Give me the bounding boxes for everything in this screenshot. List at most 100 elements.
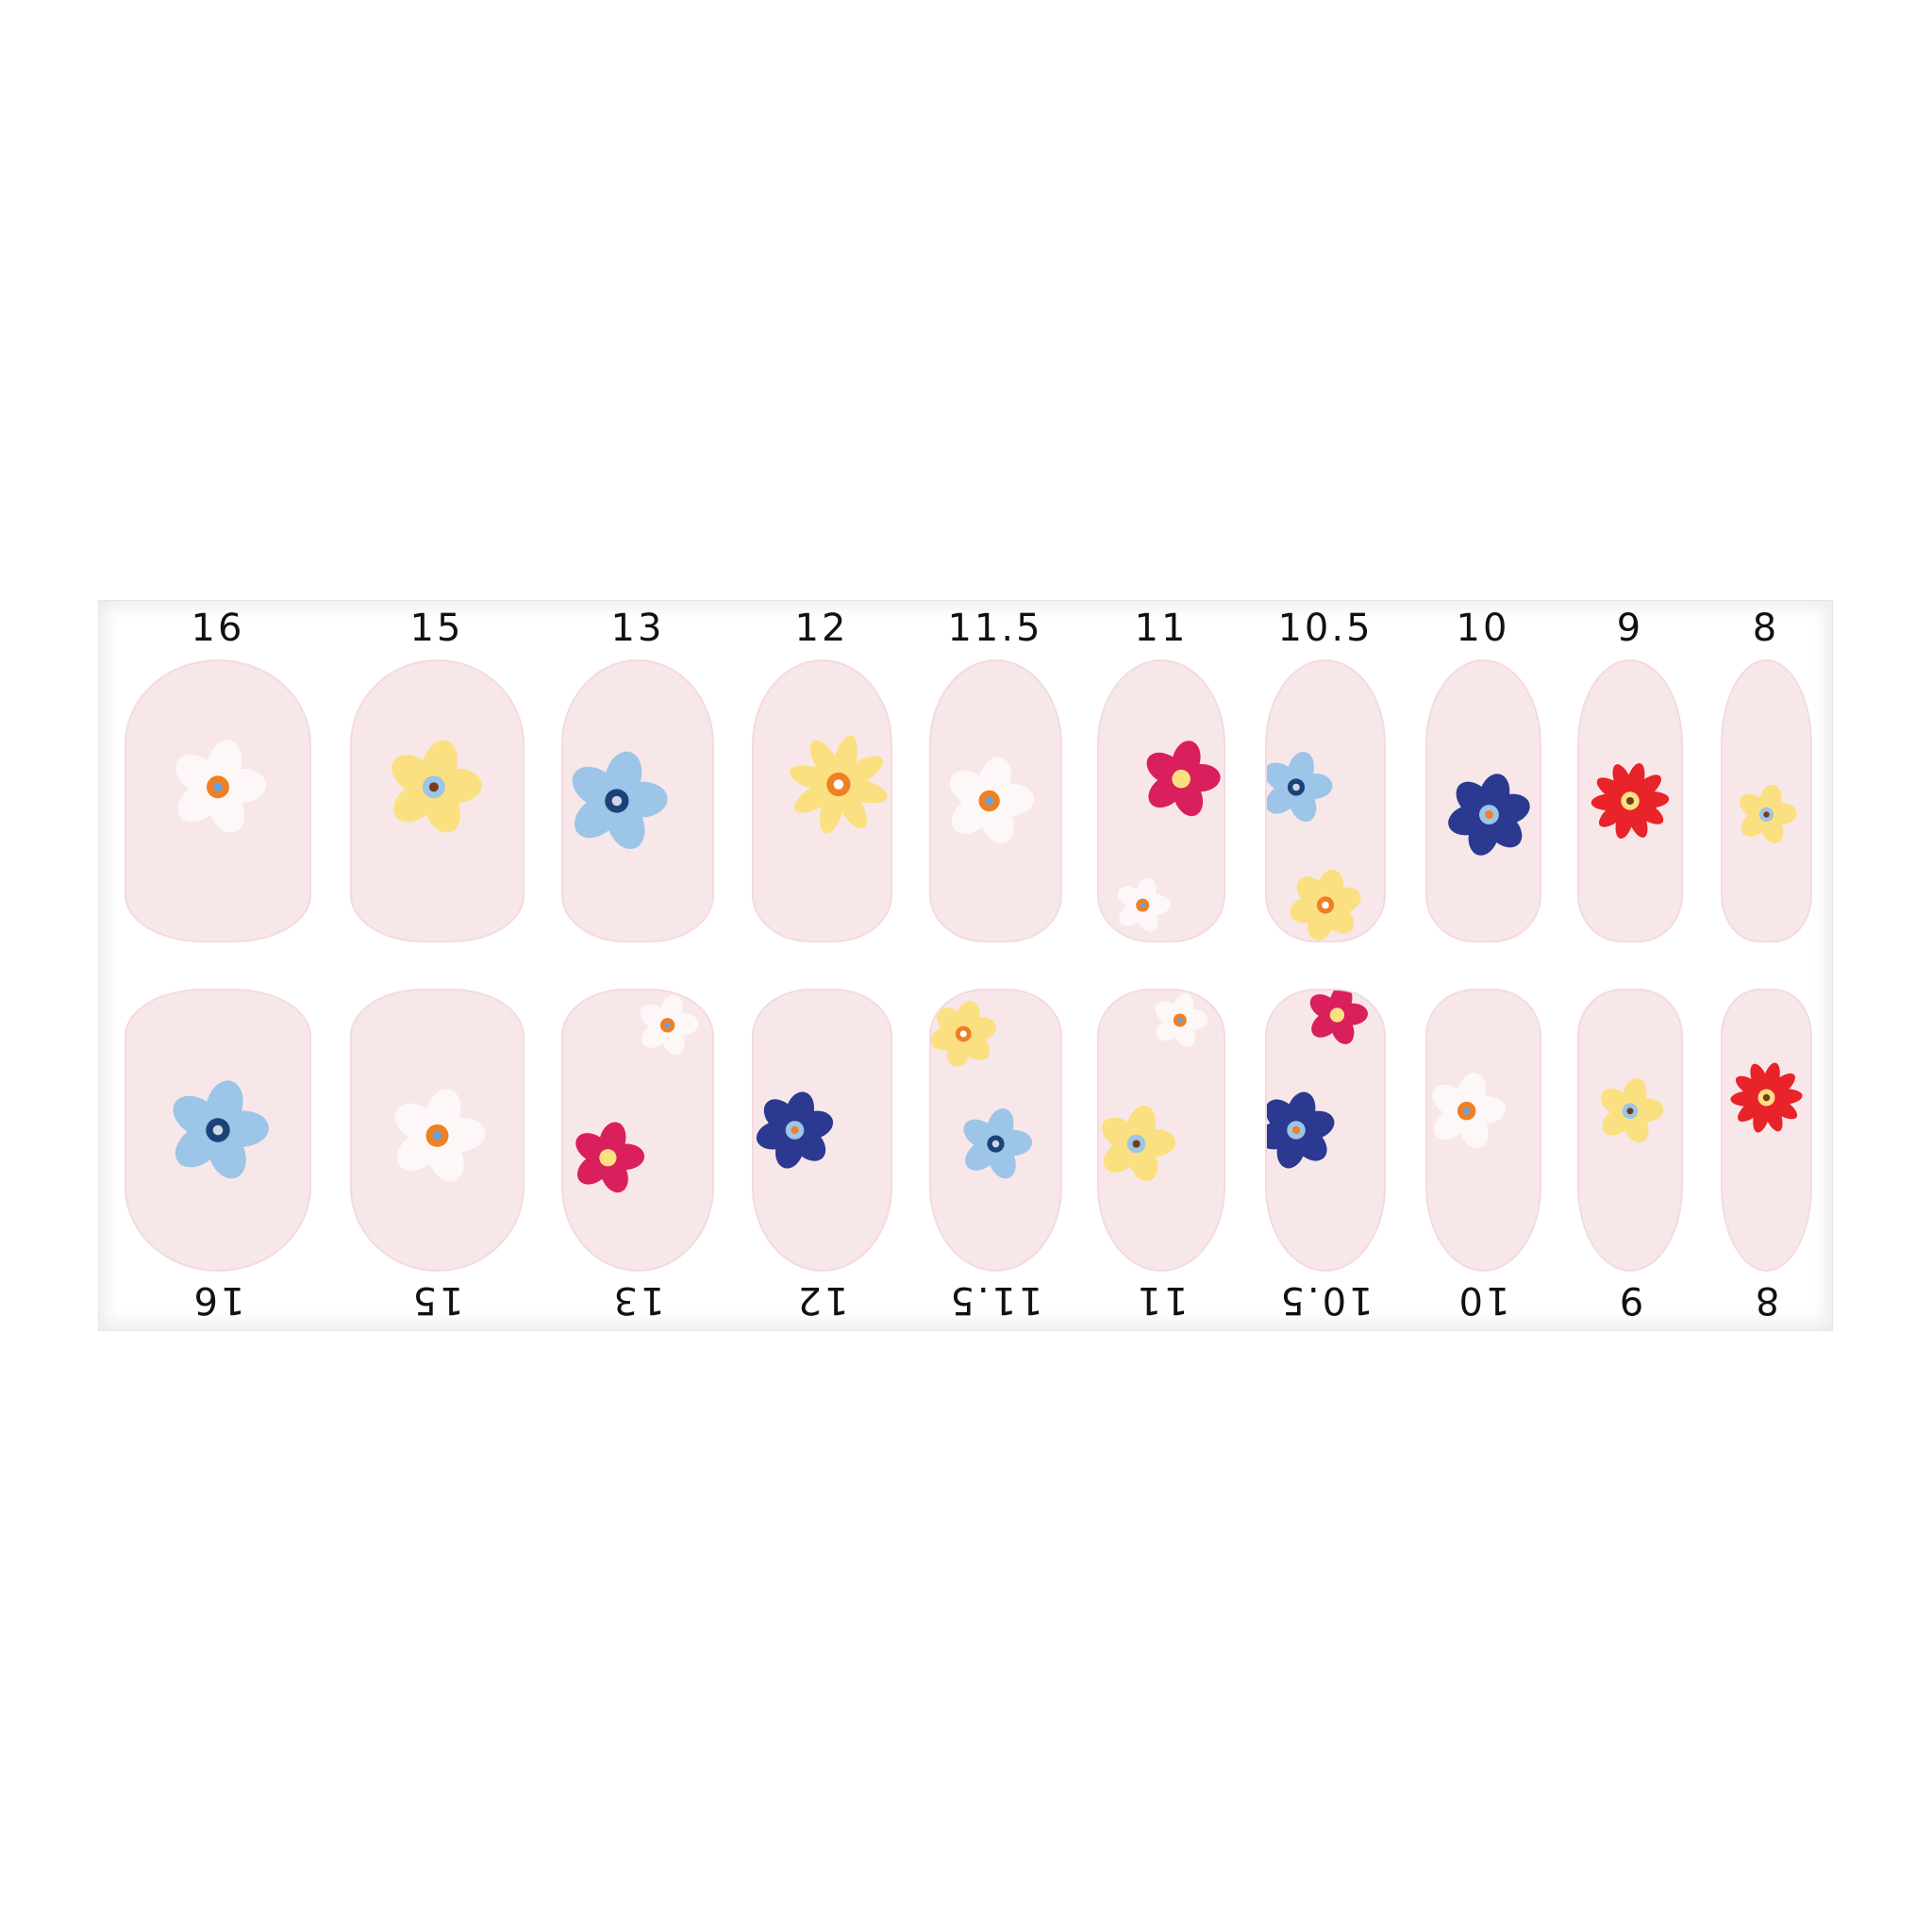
nail-sticker-top-3[interactable] <box>751 659 892 942</box>
nail-sticker-top-2[interactable] <box>561 659 714 942</box>
flower-center <box>432 1130 441 1141</box>
flower-center <box>604 1154 612 1162</box>
flower-center <box>1625 796 1635 806</box>
flower-center <box>1322 901 1329 909</box>
flower-center <box>428 782 439 792</box>
nail-art <box>1102 992 1208 1182</box>
white-flower-icon <box>949 757 1034 844</box>
nail-art <box>175 740 266 833</box>
magenta-flower-icon <box>575 1122 645 1193</box>
nail-sticker-top-9[interactable] <box>1720 659 1812 942</box>
magenta-flower-icon <box>1309 991 1368 1044</box>
flower-center <box>1176 1017 1183 1024</box>
size-label-top: 8 <box>1752 607 1780 650</box>
nail-art <box>391 740 482 833</box>
navy-flower-icon <box>1267 1091 1335 1169</box>
nail-art <box>1267 991 1368 1169</box>
nail-sticker-bottom-8[interactable] <box>1577 989 1683 1272</box>
nail-sticker-top-1[interactable] <box>349 659 525 942</box>
nail-art <box>1600 1078 1664 1143</box>
nail-art <box>1118 741 1221 932</box>
nail-art <box>756 1091 833 1169</box>
lblue-flower-icon <box>572 751 668 850</box>
flower-center <box>991 1140 999 1148</box>
size-label-top: 16 <box>191 607 245 650</box>
size-label-top: 15 <box>409 607 464 650</box>
nail-art <box>1431 1073 1506 1149</box>
nail-sticker-bottom-7[interactable] <box>1424 989 1541 1272</box>
flower-center <box>1132 1140 1141 1148</box>
flower-center <box>833 779 843 790</box>
nail-sticker-top-0[interactable] <box>125 659 311 942</box>
nail-sticker-bottom-0[interactable] <box>125 989 311 1272</box>
nail-sticker-bottom-1[interactable] <box>349 989 525 1272</box>
size-label-top: 9 <box>1616 607 1644 650</box>
nail-sticker-bottom-5[interactable] <box>1097 989 1225 1272</box>
flower-center <box>1292 783 1300 791</box>
nail-art <box>789 735 888 834</box>
size-label-bottom: 15 <box>409 1278 464 1322</box>
flower-center <box>1626 1108 1634 1115</box>
lblue-flower-icon <box>1267 751 1333 823</box>
nail-art <box>1447 774 1530 856</box>
flower-center <box>1762 1093 1770 1102</box>
nail-sticker-bottom-4[interactable] <box>928 989 1062 1272</box>
nail-art <box>572 751 668 850</box>
nail-art <box>1267 751 1361 941</box>
ysun-flower-icon <box>789 735 888 834</box>
size-label-bottom: 8 <box>1752 1278 1780 1322</box>
nail-art <box>394 1089 485 1182</box>
flower-center <box>1462 1107 1471 1115</box>
yorange-flower-icon <box>1290 869 1361 941</box>
white-flower-icon <box>394 1089 485 1182</box>
red-flower-icon <box>1729 1062 1803 1133</box>
flower-center <box>664 1022 671 1029</box>
ylb-flower-icon <box>1600 1078 1664 1143</box>
size-label-bottom: 13 <box>610 1278 665 1322</box>
nail-art <box>575 994 699 1193</box>
flower-center <box>1291 1125 1301 1135</box>
flower-center <box>790 1125 799 1135</box>
nail-sticker-bottom-6[interactable] <box>1265 989 1386 1272</box>
navy-flower-icon <box>1447 774 1530 856</box>
size-label-top: 10 <box>1456 607 1510 650</box>
white-flower-icon <box>175 740 266 833</box>
flower-center <box>1140 902 1146 908</box>
flower-center <box>1484 810 1493 819</box>
nail-sticker-top-8[interactable] <box>1577 659 1683 942</box>
nail-art <box>949 757 1034 844</box>
flower-center <box>213 782 223 792</box>
nail-sticker-top-5[interactable] <box>1097 659 1225 942</box>
yorange-flower-icon <box>930 1001 996 1067</box>
nail-sticker-bottom-2[interactable] <box>561 989 714 1272</box>
flower-center <box>1762 811 1770 818</box>
wsmall-flower-icon <box>1155 992 1208 1047</box>
flower-center <box>212 1124 224 1136</box>
flower-center <box>1177 774 1186 783</box>
red-flower-icon <box>1591 762 1670 840</box>
wsmall-flower-icon <box>1118 877 1171 932</box>
nail-sticker-top-6[interactable] <box>1265 659 1386 942</box>
lblue-flower-icon <box>173 1080 269 1179</box>
nail-art <box>1591 762 1670 840</box>
ylb-flower-icon <box>1102 1106 1176 1182</box>
magenta-flower-icon <box>1146 741 1221 817</box>
size-label-top: 11.5 <box>947 607 1043 650</box>
nail-sticker-top-4[interactable] <box>928 659 1062 942</box>
size-label-bottom: 12 <box>794 1278 849 1322</box>
size-label-top: 12 <box>794 607 849 650</box>
lblue-flower-icon <box>962 1108 1032 1179</box>
size-label-bottom: 16 <box>191 1278 245 1322</box>
navy-flower-icon <box>756 1091 833 1169</box>
size-label-bottom: 11 <box>1134 1278 1189 1322</box>
nail-sticker-bottom-9[interactable] <box>1720 989 1812 1272</box>
flower-center <box>611 795 623 807</box>
flower-center <box>959 1030 967 1038</box>
nail-art <box>1739 784 1797 844</box>
nail-sticker-top-7[interactable] <box>1424 659 1541 942</box>
nail-art <box>930 1001 1032 1179</box>
wsmall-flower-icon <box>640 994 699 1056</box>
yellow-flower-icon <box>391 740 482 833</box>
flower-center <box>1334 1011 1341 1019</box>
nail-sticker-bottom-3[interactable] <box>751 989 892 1272</box>
